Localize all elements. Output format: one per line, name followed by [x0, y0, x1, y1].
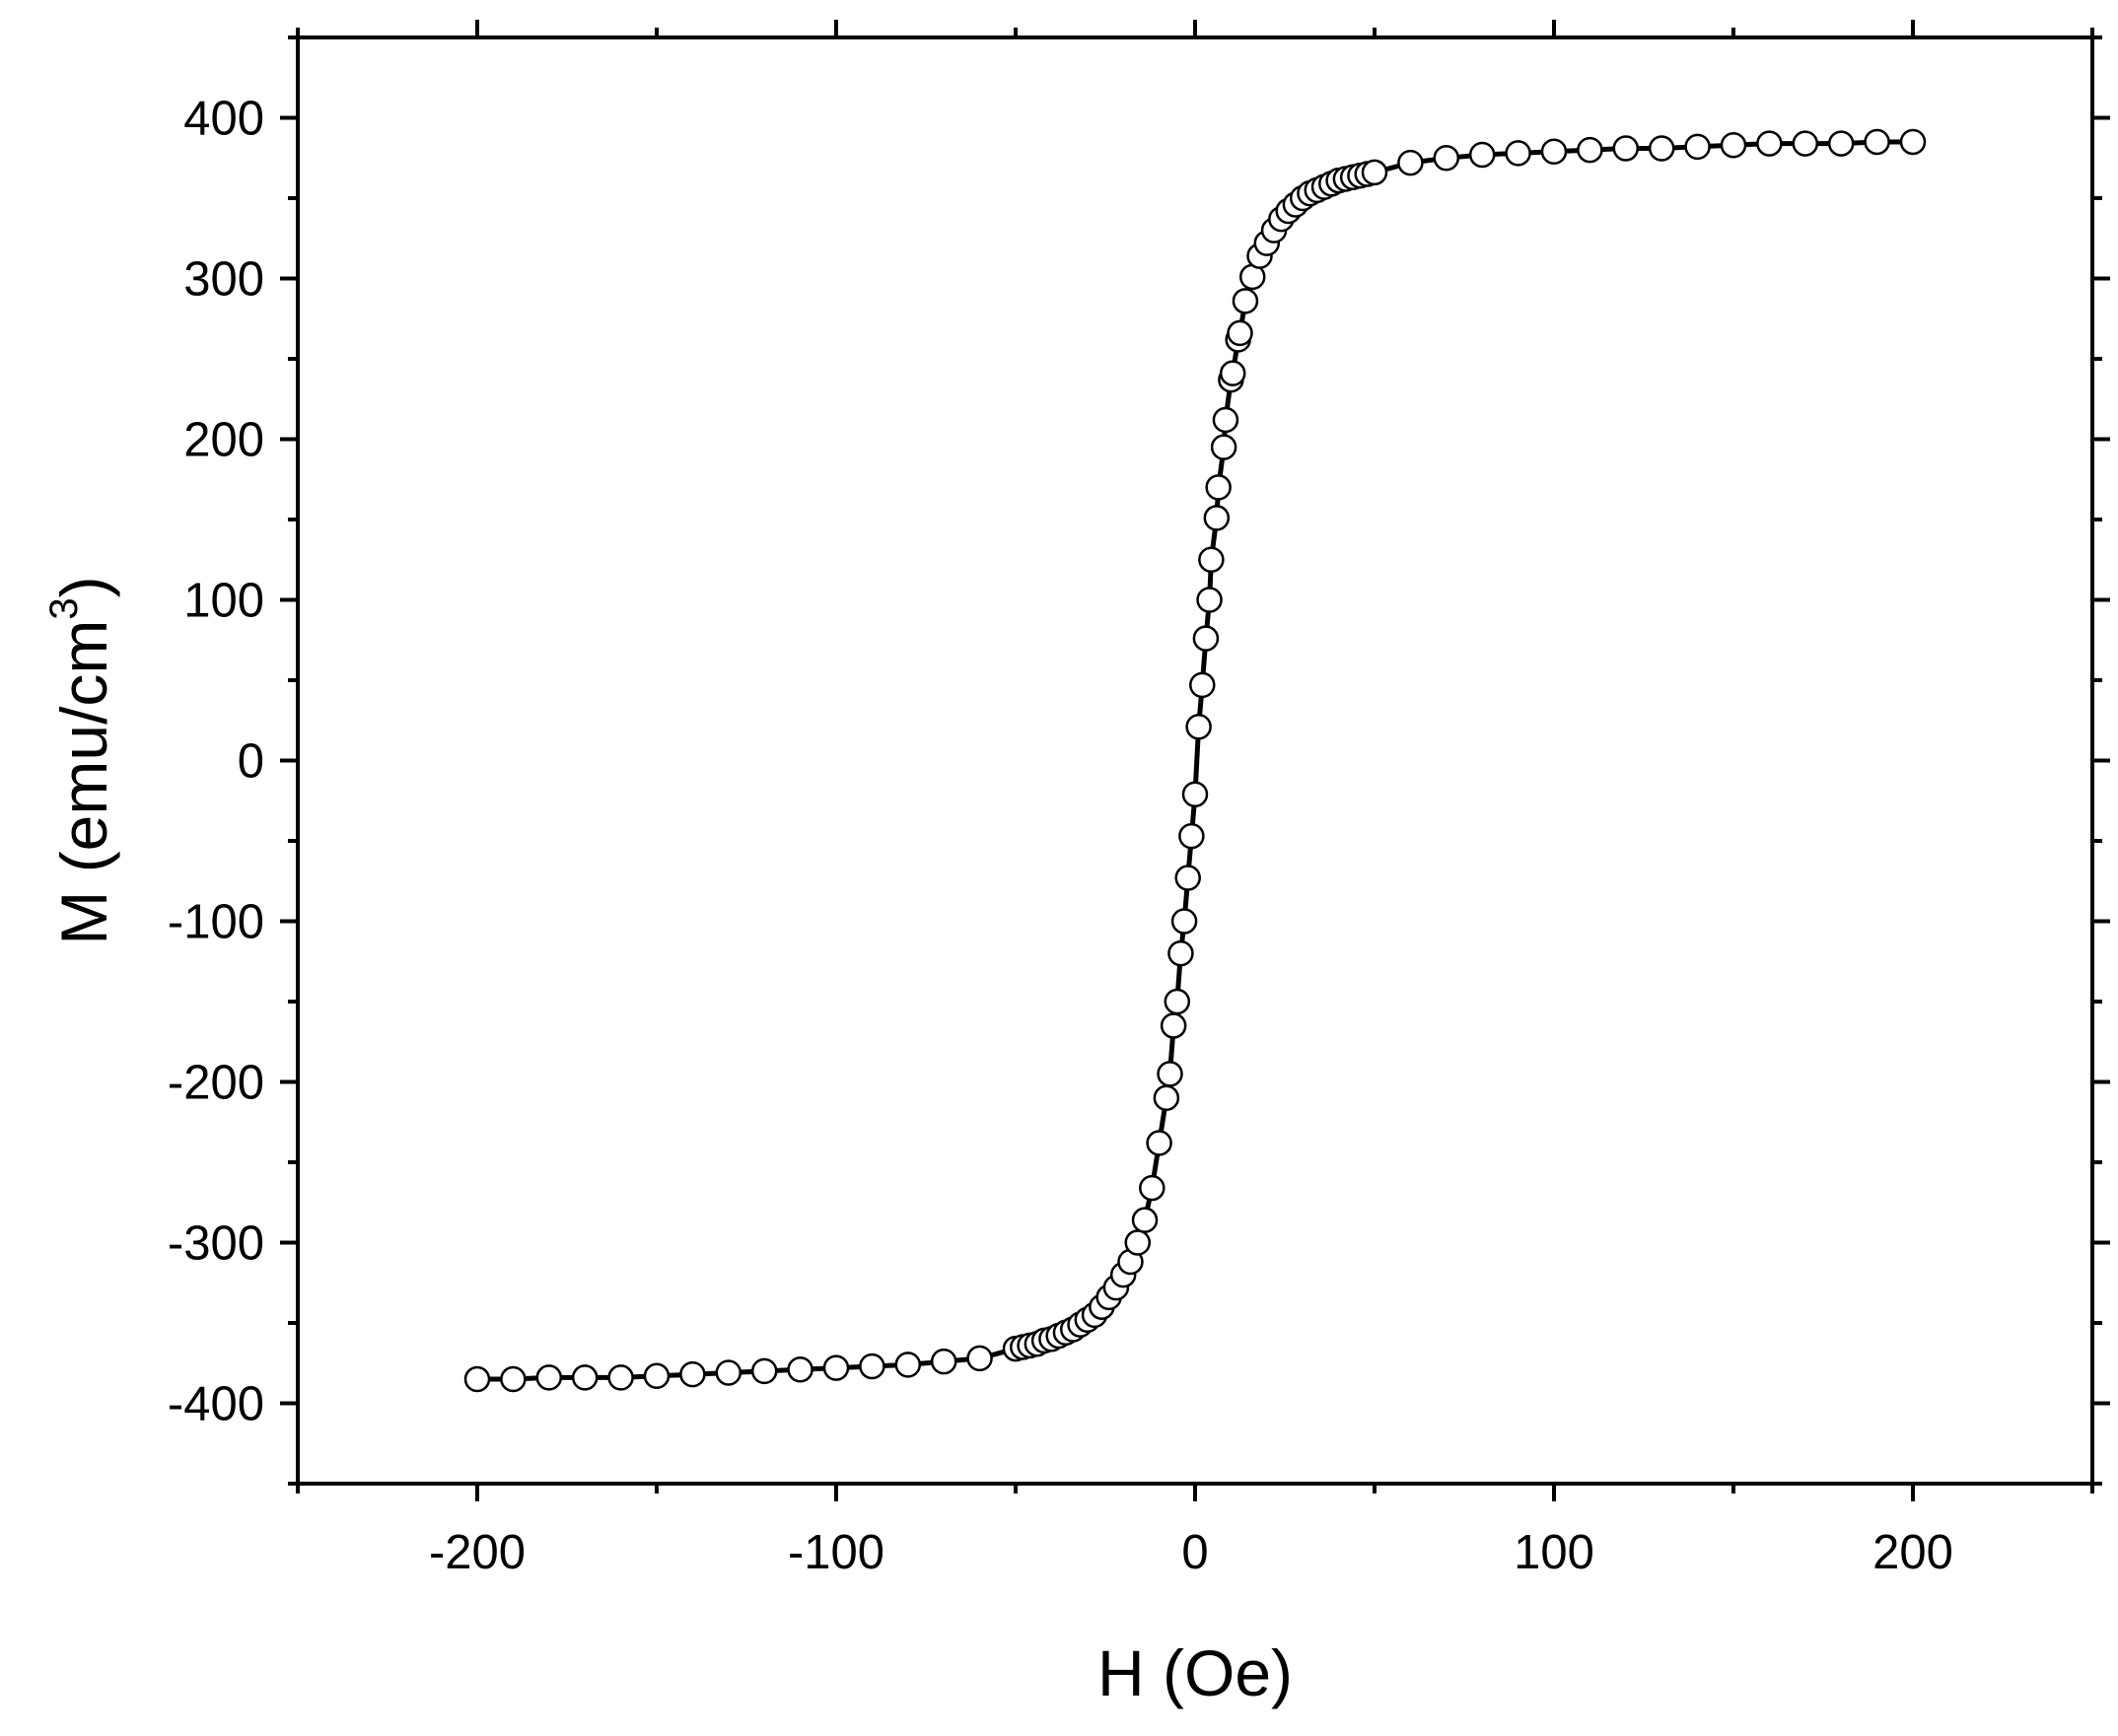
data-point	[1899, 128, 1927, 156]
x-tick-label: 0	[1181, 1526, 1208, 1579]
data-point	[1181, 781, 1209, 807]
data-point	[1397, 149, 1424, 176]
data-point	[1146, 1130, 1172, 1156]
data-point	[1153, 1084, 1180, 1112]
data-point	[1433, 145, 1460, 172]
data-point	[1577, 136, 1603, 164]
data-point	[859, 1353, 885, 1380]
data-point	[1219, 360, 1246, 386]
data-point	[1648, 135, 1675, 162]
data-point	[1756, 130, 1783, 157]
data-point	[822, 1354, 850, 1381]
data-point	[894, 1352, 922, 1378]
data-point	[1139, 1174, 1165, 1202]
data-point	[1189, 671, 1216, 699]
data-point	[1178, 822, 1205, 850]
data-point	[535, 1364, 563, 1391]
data-point	[1124, 1229, 1152, 1256]
y-tick-label: -100	[168, 896, 264, 949]
data-point	[571, 1364, 599, 1391]
data-point	[1203, 505, 1231, 531]
tick-labels: -200 -100 0 100 200 -400 -300 -200 -100 0 100 200 30…	[168, 93, 1953, 1580]
data-point	[750, 1357, 778, 1385]
data-markers	[463, 128, 1927, 1393]
data-point	[715, 1359, 742, 1386]
data-point	[930, 1348, 957, 1375]
data-point	[1361, 159, 1388, 186]
data-point	[1131, 1207, 1159, 1233]
plot-frame	[296, 35, 2094, 1486]
data-point	[643, 1362, 671, 1390]
data-point	[1684, 133, 1711, 161]
data-point	[1864, 128, 1890, 156]
y-tick-label: -200	[168, 1057, 264, 1110]
y-axis-title: M (emu/cm3)	[42, 576, 120, 944]
x-tick-label: -200	[429, 1526, 526, 1579]
data-point	[966, 1345, 993, 1372]
data-point	[1205, 474, 1232, 501]
data-point	[679, 1360, 706, 1388]
data-point	[1827, 130, 1855, 157]
data-point	[1792, 130, 1819, 157]
x-tick-label: -100	[788, 1526, 884, 1579]
data-point	[1170, 908, 1198, 935]
y-axis-title-superscript: 3	[42, 597, 86, 619]
y-tick-label: 200	[183, 414, 264, 467]
x-tick-label: 100	[1514, 1526, 1594, 1579]
data-point	[463, 1365, 491, 1393]
x-axis-title: H (Oe)	[1097, 1636, 1293, 1709]
y-tick-label: 300	[183, 253, 264, 307]
y-axis-title-text: M (emu/cm	[47, 620, 120, 945]
data-point	[607, 1364, 634, 1391]
data-point	[1185, 714, 1212, 740]
data-point	[1210, 434, 1237, 460]
y-tick-label: 100	[183, 575, 264, 628]
data-point	[1505, 140, 1531, 167]
y-axis-title-suffix: )	[47, 576, 120, 597]
data-point	[500, 1365, 527, 1393]
data-point	[787, 1356, 813, 1383]
data-point	[1468, 141, 1496, 169]
data-point	[1196, 587, 1223, 613]
y-tick-label: 400	[183, 93, 264, 146]
y-tick-label: -300	[168, 1217, 264, 1271]
data-point	[1160, 1012, 1187, 1039]
data-point	[1612, 135, 1640, 162]
data-point	[1540, 138, 1568, 165]
y-tick-label: -400	[168, 1378, 264, 1431]
data-point	[1192, 625, 1220, 652]
data-point	[1198, 546, 1225, 573]
data-point	[1157, 1061, 1183, 1087]
y-tick-label: 0	[238, 735, 264, 789]
data-point	[1164, 988, 1191, 1015]
data-point	[1720, 131, 1747, 159]
data-point	[1167, 939, 1194, 967]
data-point	[1227, 319, 1253, 347]
x-tick-label: 200	[1872, 1526, 1953, 1579]
data-point	[1212, 406, 1239, 434]
data-point	[1232, 288, 1259, 314]
data-point	[1174, 865, 1201, 891]
